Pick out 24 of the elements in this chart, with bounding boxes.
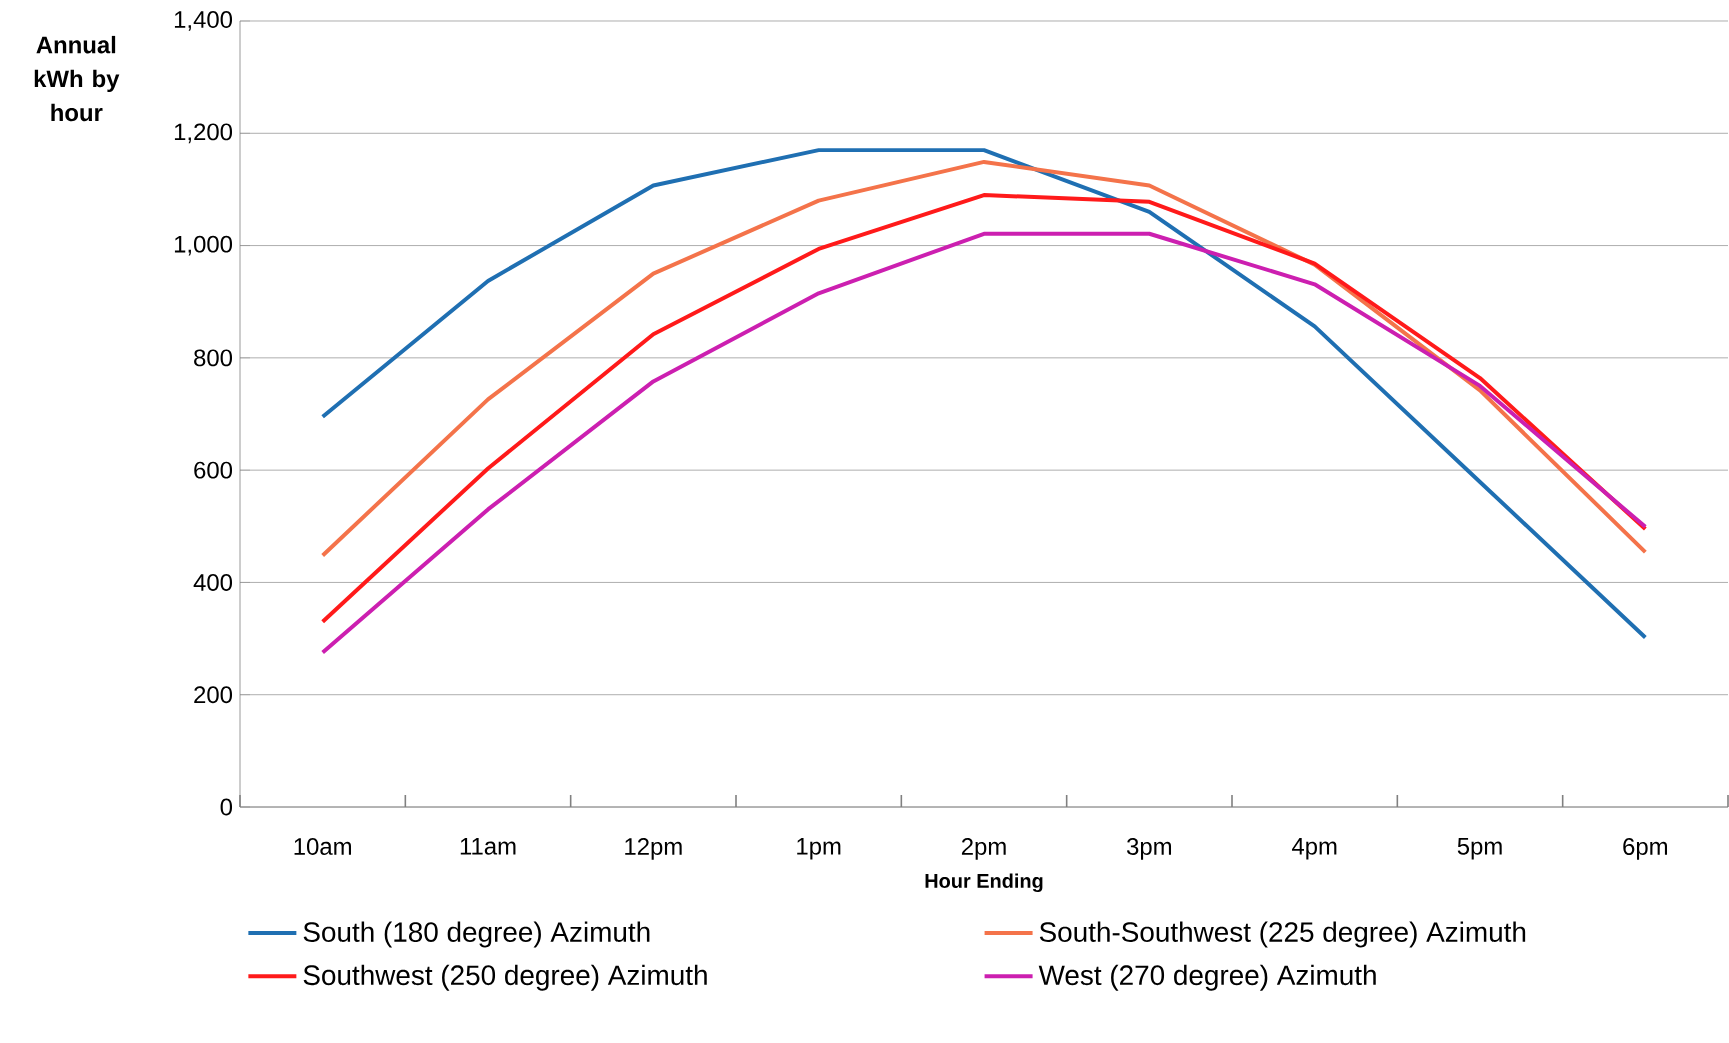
x-tick-label: 3pm — [1126, 838, 1172, 860]
x-tick-label: 1pm — [797, 838, 841, 860]
x-tick-label: 12pm — [625, 838, 682, 860]
x-tick-label: 4pm — [1291, 838, 1337, 860]
legend-label: Southwest (250 degree) Azimuth — [303, 964, 707, 991]
x-tick-label: 5pm — [1457, 838, 1502, 860]
y-axis-title: Annual kWh by hour — [34, 35, 120, 122]
y-tick-label: 600 — [194, 461, 233, 479]
x-tick-label: 11am — [460, 838, 516, 855]
y-tick-label: 1,400 — [174, 11, 233, 31]
y-tick-label: 800 — [194, 349, 233, 367]
x-tick-label: 6pm — [1623, 838, 1668, 860]
legend-label: West (270 degree) Azimuth — [1038, 964, 1376, 991]
y-tick-label: 1,000 — [174, 235, 233, 256]
line-series — [320, 159, 1648, 558]
y-tick-label: 1,200 — [174, 123, 233, 144]
y-tick-label: 400 — [193, 573, 233, 591]
x-tick-label: 10am — [294, 838, 351, 855]
x-axis-title: Hour Ending — [925, 873, 1043, 893]
legend-label: South (180 degree) Azimuth — [303, 921, 650, 948]
y-tick-label: 0 — [220, 798, 233, 816]
x-tick-label: 2pm — [961, 838, 1006, 860]
legend-label: South-Southwest (225 degree) Azimuth — [1039, 921, 1526, 948]
y-tick-label: 200 — [194, 686, 233, 704]
